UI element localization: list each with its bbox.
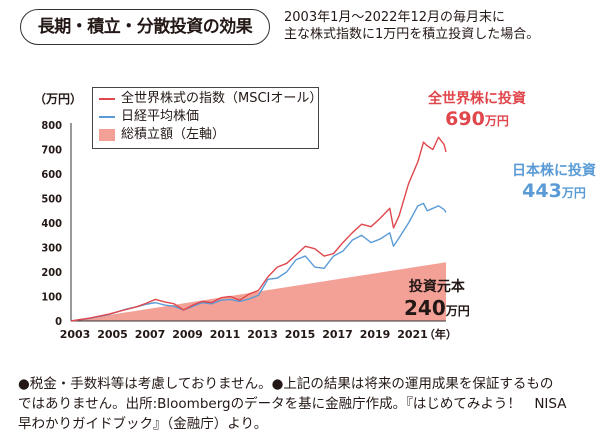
annotation-value: 240	[404, 296, 446, 320]
annotation-value: 690	[445, 108, 485, 130]
y-tick-label: 500	[41, 193, 62, 206]
y-tick-label: 0	[55, 315, 62, 328]
legend-item-nikkei: 日経平均株価	[99, 108, 199, 126]
y-tick-label: 200	[41, 266, 62, 279]
legend-label: 日経平均株価	[121, 109, 200, 124]
principal-annotation: 投資元本 240万円	[404, 276, 470, 320]
x-tick-label: 2009	[172, 328, 203, 341]
x-tick-label: 2017	[322, 328, 353, 341]
y-tick-label: 600	[41, 168, 62, 181]
annotation-unit: 万円	[561, 186, 586, 200]
x-tick-label: 2003	[60, 328, 91, 341]
footnotes: ●税金・手数料等は考慮しておりません。●上記の結果は将来の運用成果を保証するもの…	[18, 374, 566, 434]
legend-swatch	[99, 128, 115, 141]
x-tick-label: 2019	[360, 328, 391, 341]
x-tick-label: 2015	[285, 328, 316, 341]
y-tick-label: 800	[41, 119, 62, 132]
legend-swatch	[99, 115, 115, 118]
footnote-line: ではありません。出所:Bloombergのデータを基に金融庁作成。『はじめてみよ…	[18, 396, 567, 412]
x-tick-label: 2007	[135, 328, 166, 341]
annotation-unit: 万円	[445, 304, 470, 318]
annotation-value: 443	[522, 180, 562, 202]
annotation-unit: 万円	[484, 114, 509, 128]
legend: 全世界株式の指数（MSCIオール） 日経平均株価 総積立額（左軸）	[92, 87, 322, 149]
annotation-label: 全世界株に投資	[428, 91, 526, 107]
x-tick-label: 2021	[397, 328, 428, 341]
nikkei-line	[70, 202, 447, 322]
legend-label: 全世界株式の指数（MSCIオール）	[121, 91, 323, 106]
x-tick-label: 2013	[247, 328, 278, 341]
y-tick-label: 400	[41, 217, 62, 230]
subtitle-line: 主な株式指数に1万円を積立投資した場合。	[284, 27, 540, 42]
legend-swatch	[99, 97, 115, 100]
subtitle-line: 2003年1月〜2022年12月の毎月末に	[284, 10, 505, 25]
footnote-line: 早わかりガイドブック』（金融庁）より。	[18, 416, 268, 432]
x-tick-label: 2005	[97, 328, 128, 341]
x-axis-label: （年）	[424, 327, 457, 341]
x-tick-label: 2011	[210, 328, 241, 341]
principal-area	[71, 262, 446, 321]
y-axis-label: （万円）	[34, 92, 83, 106]
legend-item-msci: 全世界株式の指数（MSCIオール）	[99, 90, 322, 108]
y-tick-label: 100	[41, 291, 62, 304]
page-title: 長期・積立・分散投資の効果	[20, 9, 270, 45]
legend-item-principal: 総積立額（左軸）	[99, 126, 225, 144]
nikkei-annotation: 日本株に投資 443万円	[512, 160, 596, 202]
y-tick-label: 700	[41, 144, 62, 157]
annotation-label: 投資元本	[408, 279, 465, 295]
legend-label: 総積立額（左軸）	[121, 127, 226, 142]
y-tick-label: 300	[41, 242, 62, 255]
footnote-line: ●税金・手数料等は考慮しておりません。●上記の結果は将来の運用成果を保証するもの	[18, 376, 554, 392]
annotation-label: 日本株に投資	[512, 163, 596, 179]
subtitle: 2003年1月〜2022年12月の毎月末に 主な株式指数に1万円を積立投資した場…	[284, 9, 539, 43]
msci-annotation: 全世界株に投資 690万円	[428, 88, 526, 130]
msci-line	[70, 136, 447, 322]
